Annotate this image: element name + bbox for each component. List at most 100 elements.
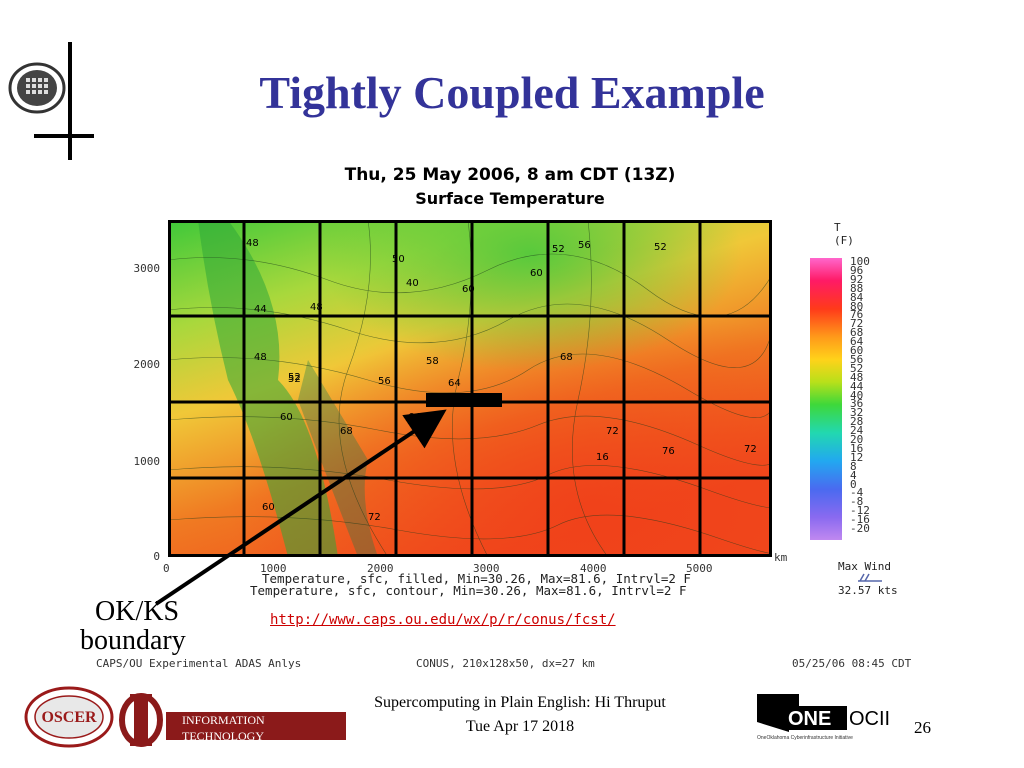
decor-cross-vertical [68,42,72,160]
x-tick-2000: 2000 [367,562,394,575]
legend-value: 20 [850,433,864,446]
boundary-arrow [154,409,447,606]
map-footer-source: CAPS/OU Experimental ADAS Anlys [96,657,302,670]
contour-label: 56 [378,376,391,387]
legend-value: 88 [850,281,864,295]
legend-title-unit: (F) [834,234,854,247]
svg-text:OCII: OCII [849,708,890,730]
map-footer-grid: CONUS, 210x128x50, dx=27 km [416,657,595,670]
map-caption-contour: Temperature, sfc, contour, Min=30.26, Ma… [250,583,687,598]
y-tick-1000: 1000 [133,455,161,468]
contour-label: 68 [560,352,573,363]
contour-label: 52 [552,244,565,255]
legend-value: -8 [850,495,864,509]
map-title-field: Surface Temperature [415,189,605,208]
legend-value: 56 [850,352,864,366]
map-title-date: Thu, 25 May 2006, 8 am CDT (13Z) [344,165,676,185]
contour-label: 68 [340,426,353,437]
contour-label: 64 [448,378,461,389]
legend-value: 64 [850,335,864,349]
legend-value: 4 [850,468,857,482]
map-caption-filled: Temperature, sfc, filled, Min=30.26, Max… [262,571,691,586]
legend-value: 36 [850,397,864,411]
legend-value: -4 [850,486,864,500]
slide-title: Tightly Coupled Example [259,67,765,118]
page-number: 26 [914,718,931,737]
y-tick-2000: 2000 [133,358,161,371]
legend-value: 44 [850,379,864,393]
legend-value: 32 [850,406,864,420]
oneocii-logo: ONE OCII OneOklahoma Cyberinfrastructure… [757,694,890,741]
legend-value: 72 [850,317,864,331]
ou-it-subtext: The UNIVERSITY of OKLAHOMA [182,744,287,752]
legend-value: 12 [850,450,864,464]
legend-value: 8 [850,459,857,473]
ou-it-text: INFORMATION TECHNOLOGY [182,713,265,743]
legend-value: -12 [850,504,870,518]
contour-label: 72 [606,426,619,437]
ok-ks-boundary-block [426,393,502,407]
legend-value: 24 [850,424,864,438]
y-tick-0: 0 [153,550,160,563]
legend-title-t: T [834,221,841,234]
legend-value: 100 [850,255,870,268]
contour-label: 60 [262,502,275,513]
svg-text:OneOklahoma Cyberinfrastructur: OneOklahoma Cyberinfrastructure Initiati… [757,735,853,741]
contour-label: 16 [596,452,609,463]
x-tick-4000: 4000 [580,562,607,575]
legend-value: 0 [850,477,857,491]
legend-value: 16 [850,441,864,455]
x-tick-1000: 1000 [260,562,287,575]
contour-label: 60 [280,412,293,423]
contour-label: 56 [578,240,591,251]
contour-label: 50 [392,254,405,265]
wind-barb-icon [858,573,882,582]
x-tick-5000: 5000 [686,562,713,575]
temperature-map: 48 52 56 52 60 60 50 40 44 48 48 52 58 68 64 72 76 72 16 60… [168,220,772,557]
footer-course-title: Supercomputing in Plain English: Hi Thru… [374,694,666,711]
contour-label: 76 [662,446,675,457]
svg-text:OSCER: OSCER [41,709,97,726]
legend-value: 48 [850,370,864,384]
legend-value: 76 [850,308,864,322]
ou-logo [118,690,164,750]
map-footer-time: 05/25/06 08:45 CDT [792,657,912,670]
ou-it-banner: INFORMATION TECHNOLOGY The UNIVERSITY of… [166,712,346,752]
contour-label: 52 [288,372,301,383]
decor-cross-horizontal [34,134,94,138]
legend-value: 28 [850,415,864,429]
legend-value: 92 [850,272,864,286]
annotation-ok-ks: OK/KS [95,596,180,627]
contour-label: 48 [254,352,267,363]
legend-value: 40 [850,388,864,402]
caps-forecast-link[interactable]: http://www.caps.ou.edu/wx/p/r/conus/fcst… [270,612,616,628]
contour-label: 52 [288,374,301,385]
oscer-seal-logo: OSCER [24,686,114,748]
oscer-round-logo [8,62,66,114]
svg-text:ONE: ONE [788,708,831,730]
contour-label: 60 [462,284,475,295]
contour-label: 72 [368,512,381,523]
legend-value: 96 [850,263,864,277]
max-wind-value: 32.57 kts [838,584,898,597]
legend-value: -16 [850,513,870,527]
legend-value: 52 [850,361,864,375]
contour-label: 60 [530,268,543,279]
legend-value: 60 [850,344,864,357]
legend-value: 84 [850,290,864,304]
contour-label: 44 [254,304,267,315]
x-tick-3000: 3000 [473,562,500,575]
legend-value: -20 [850,522,870,535]
contour-label: 40 [406,278,419,289]
annotation-boundary: boundary [80,625,186,656]
x-tick-0: 0 [163,562,170,575]
legend-value: 68 [850,326,864,340]
max-wind-label: Max Wind [838,560,891,573]
x-axis-unit: km [774,551,788,564]
contour-label: 48 [246,238,259,249]
legend-value: 80 [850,299,864,313]
y-tick-3000: 3000 [133,262,161,275]
contour-label: 52 [654,242,667,253]
contour-label: 72 [744,444,757,455]
contour-label: 58 [426,356,439,367]
